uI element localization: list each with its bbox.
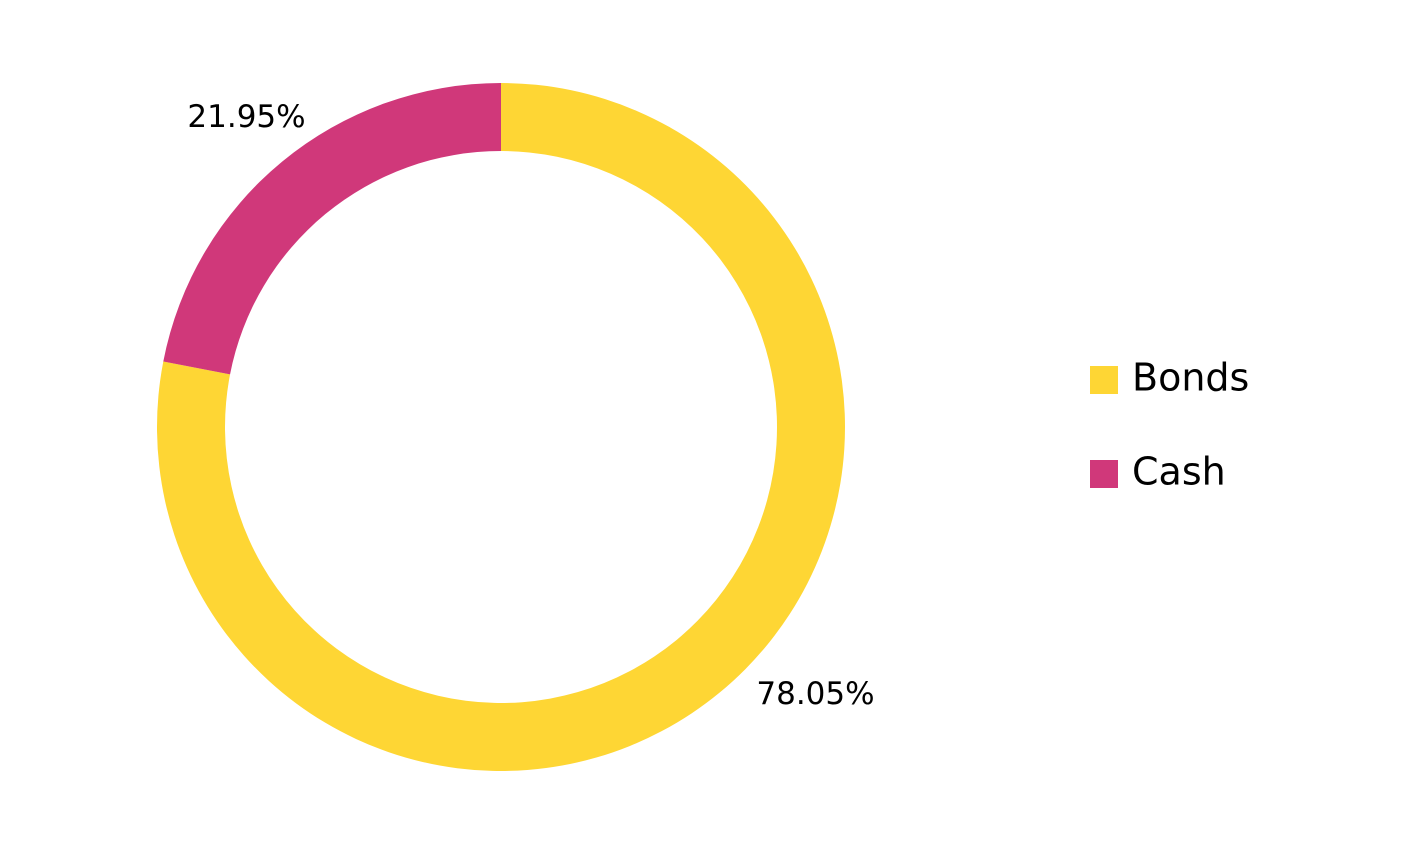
legend-label: Bonds	[1132, 356, 1249, 400]
donut-segment	[163, 83, 501, 375]
legend-label: Cash	[1132, 450, 1226, 494]
legend-swatch	[1090, 460, 1118, 488]
data-label: 21.95%	[187, 99, 305, 135]
legend-swatch	[1090, 366, 1118, 394]
data-label: 78.05%	[756, 676, 874, 712]
